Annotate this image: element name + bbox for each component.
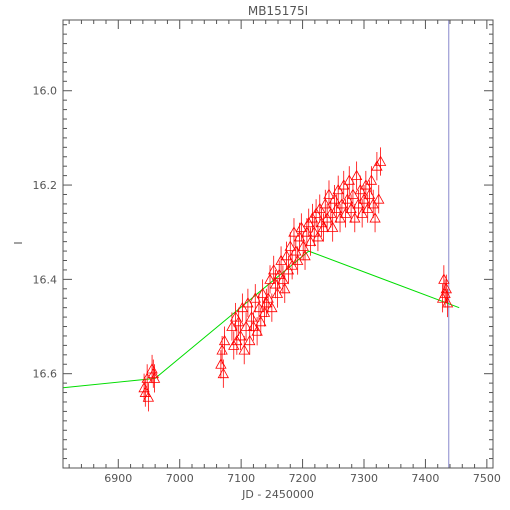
x-tick-label: 7200 (289, 472, 317, 485)
data-point (229, 311, 242, 322)
data-point (373, 193, 385, 204)
data-point (251, 325, 263, 336)
x-tick-label: 7100 (227, 472, 255, 485)
data-point (369, 212, 381, 223)
data-point (312, 231, 324, 242)
data-point (147, 367, 159, 379)
data-point (299, 249, 311, 261)
data-point (268, 264, 280, 275)
data-point (319, 198, 331, 209)
data-point (350, 169, 363, 181)
data-point (440, 282, 452, 294)
data-point (266, 301, 278, 313)
y-tick-label: 16.0 (33, 85, 58, 98)
data-point (256, 287, 269, 298)
x-tick-label: 7300 (350, 472, 378, 485)
y-tick-label: 16.2 (33, 179, 58, 192)
x-tick-label: 7000 (166, 472, 194, 485)
data-point (264, 273, 276, 284)
plot-frame (62, 19, 494, 469)
data-point (363, 188, 376, 199)
data-point (262, 292, 274, 303)
data-point (244, 334, 256, 346)
data-layer (62, 20, 460, 468)
y-tick-label: 16.4 (33, 273, 58, 286)
data-point (139, 386, 151, 397)
data-point (374, 155, 387, 166)
ticks-layer: 6900 7000 7100 7200 7300 7400 7500 16.0 16.2 16.4… (33, 20, 501, 485)
x-axis-label: JD - 2450000 (241, 488, 314, 501)
data-point (323, 188, 335, 199)
data-point (217, 367, 230, 379)
data-point (279, 282, 291, 294)
data-point (234, 330, 247, 341)
data-point (148, 372, 161, 383)
data-point (218, 334, 231, 346)
data-point (317, 221, 330, 232)
data-point (142, 391, 155, 402)
data-point (308, 226, 320, 237)
chart-title: MB15175I (248, 4, 308, 18)
data-point (138, 382, 150, 393)
data-point (277, 273, 289, 284)
x-tick-label: 7400 (411, 472, 439, 485)
data-point (326, 221, 339, 232)
data-point (273, 268, 285, 280)
data-point (280, 249, 293, 261)
x-tick-label: 7500 (473, 472, 501, 485)
data-point (284, 240, 296, 251)
data-point (301, 226, 313, 237)
data-point (328, 193, 341, 204)
data-point (365, 174, 378, 185)
data-point (245, 311, 258, 322)
data-point (240, 320, 252, 331)
data-point (238, 344, 250, 355)
data-point (233, 315, 245, 327)
x-tick-label: 6900 (104, 472, 132, 485)
data-point (441, 297, 454, 308)
y-tick-label: 16.6 (33, 368, 58, 381)
y-axis-label: I (12, 241, 25, 244)
data-point (255, 315, 267, 327)
